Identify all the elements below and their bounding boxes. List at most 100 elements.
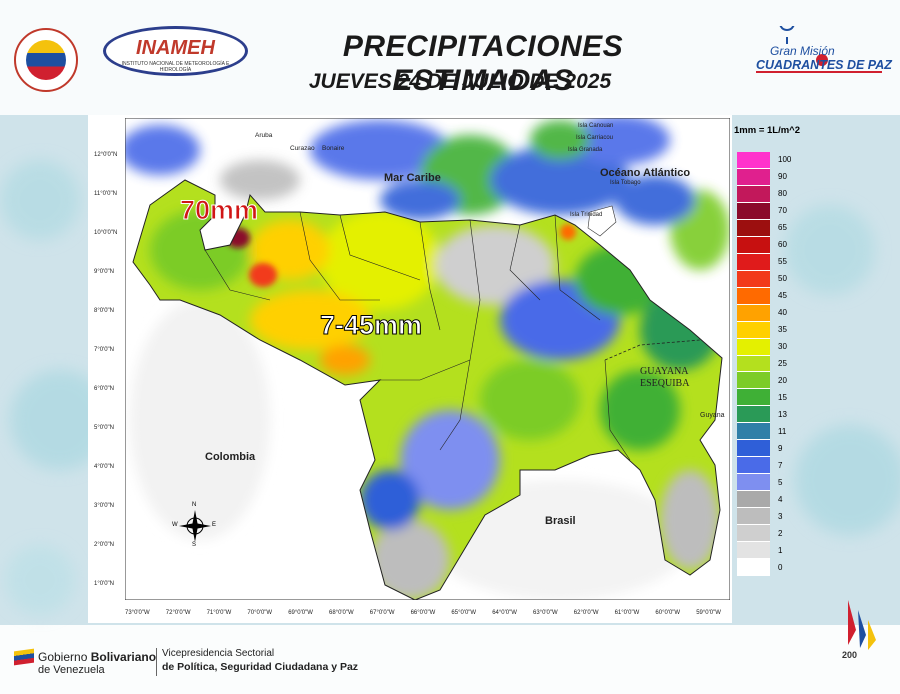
legend-swatch	[737, 508, 770, 526]
tobago-label: Isla Tobago	[610, 180, 641, 186]
longitude-tick-label: 68°0'0"W	[329, 610, 354, 616]
legend-label: 30	[778, 342, 787, 352]
latitude-tick-label: 4°0'0"N	[94, 464, 115, 470]
legend-swatch	[737, 338, 770, 356]
legend-swatch	[737, 219, 770, 237]
granada-label: Isla Granada	[568, 147, 603, 153]
mar-caribe-label: Mar Caribe	[384, 172, 441, 184]
canouan-label: Isla Canouan	[578, 123, 614, 129]
legend-label: 90	[778, 172, 787, 182]
legend-label: 50	[778, 274, 787, 284]
legend-swatch	[737, 270, 770, 288]
legend-swatch	[737, 355, 770, 373]
compass-e: E	[212, 522, 217, 528]
legend-swatch	[737, 253, 770, 271]
legend-label: 2	[778, 528, 783, 538]
carriacou-label: Isla Carriacou	[576, 135, 614, 141]
longitude-tick-label: 59°0'0"W	[696, 610, 721, 616]
legend-label: 45	[778, 291, 787, 301]
longitude-tick-label: 60°0'0"W	[655, 610, 681, 616]
latitude-tick-label: 6°0'0"N	[94, 386, 115, 392]
longitude-tick-label: 67°0'0"W	[369, 610, 395, 616]
bolivariano-word: Bolivariano	[90, 650, 157, 664]
legend-label: 3	[778, 511, 783, 521]
max-rainfall-label: 70mm	[179, 195, 259, 226]
page-date: JUEVES 24 DE JULIO DE 2025	[308, 70, 612, 93]
longitude-tick-label: 69°0'0"W	[288, 610, 313, 616]
brasil-label: Brasil	[545, 515, 576, 527]
latitude-tick-label: 2°0'0"N	[94, 542, 115, 548]
gobierno-line-1: Gobierno Bolivariano	[38, 650, 156, 664]
colombia-label: Colombia	[205, 451, 256, 463]
legend-swatch	[737, 542, 770, 560]
vicepresidencia-line-2: de Política, Seguridad Ciudadana y Paz	[162, 661, 359, 673]
longitude-tick-label: 73°0'0"W	[125, 610, 150, 616]
precipitation-legend: 100 90 80 70 65 60 55 50 45 40 35 30 25 20 15 13 11 9 7 5 4 3…	[737, 152, 791, 576]
guyana-label: Guyana	[700, 412, 725, 419]
legend-label: 100	[778, 155, 792, 165]
legend-swatch	[737, 491, 770, 509]
longitude-tick-label: 71°0'0"W	[206, 610, 232, 616]
legend-swatch	[737, 389, 770, 407]
legend-swatch	[737, 287, 770, 305]
legend-swatch	[737, 202, 770, 220]
compass-s: S	[192, 542, 197, 548]
legend-label: 13	[778, 409, 787, 419]
latitude-tick-label: 3°0'0"N	[94, 503, 115, 509]
legend-label: 0	[778, 562, 783, 572]
longitude-tick-label: 72°0'0"W	[165, 610, 191, 616]
legend-label: 5	[778, 477, 783, 487]
venezuela-shield-emblem-icon	[26, 40, 66, 80]
legend-unit: 1mm = 1L/m^2	[734, 125, 801, 136]
legend-label: 1	[778, 545, 783, 555]
aruba-label: Aruba	[255, 132, 273, 139]
cuadrantes-de-paz-logo: Gran Misión CUADRANTES DE PAZ	[752, 15, 892, 82]
gobierno-word: Gobierno	[38, 650, 91, 664]
legend-label: 9	[778, 443, 783, 453]
legend-label: 20	[778, 375, 787, 385]
cuadrantes-text: CUADRANTES DE PAZ	[756, 58, 892, 72]
legend-swatch	[737, 321, 770, 339]
legend-swatch	[737, 423, 770, 441]
footer-divider	[156, 648, 157, 676]
inameh-logo-subtitle: INSTITUTO NACIONAL DE METEOROLOGÍA E HID…	[121, 61, 230, 73]
latitude-tick-label: 12°0'0"N	[94, 152, 118, 158]
legend-swatch	[737, 304, 770, 322]
latitude-tick-label: 8°0'0"N	[94, 308, 115, 314]
legend-swatch	[737, 457, 770, 475]
latitude-tick-label: 10°0'0"N	[94, 230, 118, 236]
legend-label: 25	[778, 359, 787, 368]
range-rainfall-label: 7-45mm	[319, 310, 423, 341]
legend-swatch	[737, 168, 770, 186]
compass-w: W	[172, 522, 178, 528]
legend-label: 70	[778, 206, 787, 216]
legend-swatch	[737, 406, 770, 424]
legend-swatch	[737, 474, 770, 492]
legend-label: 4	[778, 494, 783, 504]
legend-swatch	[737, 372, 770, 390]
longitude-tick-label: 62°0'0"W	[573, 610, 599, 616]
legend-swatch	[737, 440, 770, 458]
legend-label: 35	[778, 325, 787, 335]
trinidad-label: Isla Trinidad	[570, 212, 603, 218]
longitude-tick-label: 66°0'0"W	[410, 610, 436, 616]
venezuela-flag-icon	[14, 648, 34, 666]
bicentenario-text: 200	[842, 650, 858, 660]
legend-label: 15	[778, 392, 787, 402]
legend-swatch	[737, 152, 770, 169]
longitude-tick-label: 61°0'0"W	[614, 610, 640, 616]
latitude-tick-label: 1°0'0"N	[94, 581, 115, 587]
legend-swatch	[737, 236, 770, 254]
legend-label: 55	[778, 257, 787, 267]
gobierno-line-2: de Venezuela	[38, 664, 105, 676]
legend-swatch	[737, 185, 770, 203]
legend-swatch	[737, 525, 770, 543]
curazao-label: Curazao	[290, 145, 315, 152]
bicentenario-ayacucho-emblem-icon	[848, 600, 876, 650]
latitude-tick-label: 5°0'0"N	[94, 425, 115, 431]
compass-rose-icon	[179, 510, 211, 542]
oceano-atlantico-label: Océano Atlántico	[600, 167, 691, 179]
longitude-tick-label: 65°0'0"W	[451, 610, 477, 616]
inameh-logo: INAMEH INSTITUTO NACIONAL DE METEOROLOGÍ…	[103, 26, 248, 76]
